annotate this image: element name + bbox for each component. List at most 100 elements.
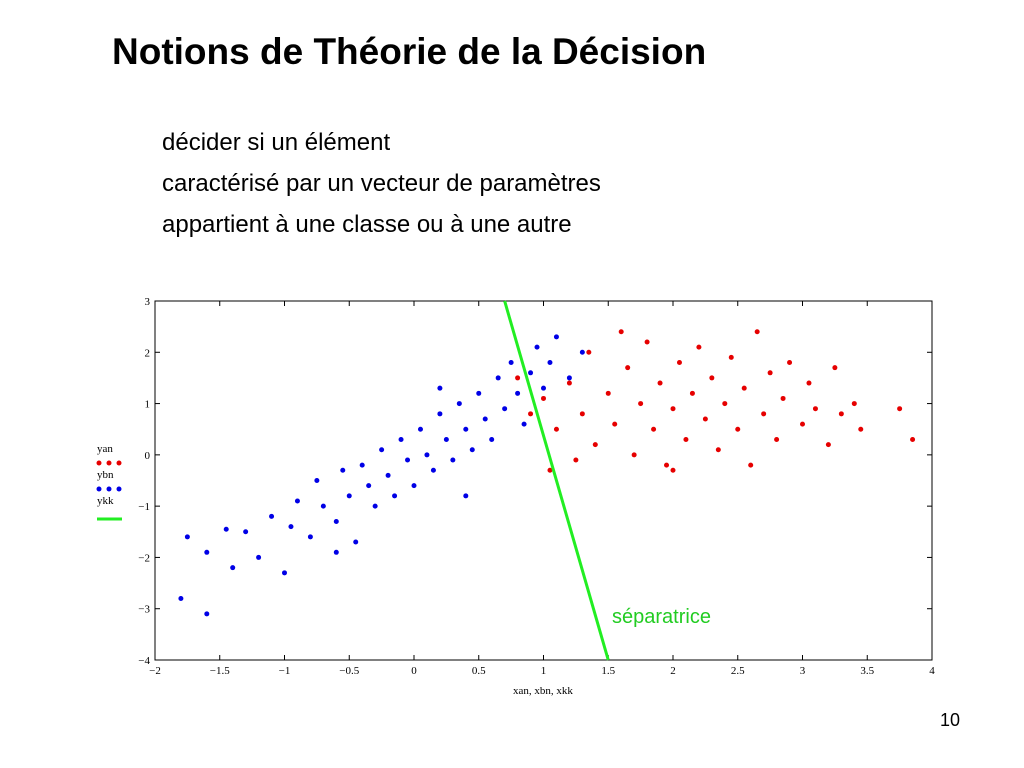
- point: [754, 329, 760, 335]
- legend-swatch: [106, 486, 112, 492]
- x-tick-label: 2.5: [731, 665, 745, 677]
- x-tick-label: 2: [670, 665, 676, 677]
- point: [579, 411, 585, 417]
- point: [450, 457, 456, 463]
- point: [702, 416, 708, 422]
- point: [469, 447, 475, 453]
- x-tick-label: 1.5: [601, 665, 615, 677]
- point: [392, 493, 398, 499]
- point: [230, 565, 236, 571]
- point: [307, 534, 313, 540]
- point: [787, 360, 793, 366]
- legend-swatch: [106, 460, 112, 466]
- point: [832, 365, 838, 371]
- point: [573, 457, 579, 463]
- point: [521, 421, 527, 427]
- point: [385, 472, 391, 478]
- point: [651, 426, 657, 432]
- point: [333, 549, 339, 555]
- point: [689, 390, 695, 396]
- point: [566, 380, 572, 386]
- point: [605, 390, 611, 396]
- legend-label: ykk: [97, 495, 114, 507]
- point: [825, 442, 831, 448]
- point: [256, 554, 262, 560]
- point: [592, 442, 598, 448]
- point: [508, 360, 514, 366]
- point: [515, 390, 521, 396]
- point: [502, 406, 508, 412]
- point: [353, 539, 359, 545]
- point: [715, 447, 721, 453]
- point: [618, 329, 624, 335]
- point: [696, 344, 702, 350]
- x-axis-label: xan, xbn, xkk: [513, 685, 573, 697]
- point: [683, 436, 689, 442]
- point: [534, 344, 540, 350]
- legend-swatch: [116, 486, 122, 492]
- legend-swatch: [116, 460, 122, 466]
- point: [676, 360, 682, 366]
- point: [638, 401, 644, 407]
- point: [204, 611, 210, 617]
- point: [612, 421, 618, 427]
- x-tick-label: 0.5: [472, 665, 486, 677]
- point: [437, 385, 443, 391]
- point: [489, 436, 495, 442]
- point: [528, 411, 534, 417]
- x-tick-label: 1: [541, 665, 547, 677]
- point: [553, 426, 559, 432]
- x-tick-label: −2: [149, 665, 161, 677]
- point: [553, 334, 559, 340]
- x-tick-label: 3: [800, 665, 806, 677]
- legend-label: yan: [97, 443, 113, 455]
- slide-title: Notions de Théorie de la Décision: [112, 31, 706, 72]
- point: [463, 426, 469, 432]
- point: [761, 411, 767, 417]
- point: [528, 370, 534, 376]
- point: [670, 467, 676, 473]
- annotation: séparatrice: [612, 606, 711, 628]
- point: [366, 483, 372, 489]
- point: [463, 493, 469, 499]
- legend-label: ybn: [97, 469, 114, 481]
- y-tick-label: −4: [138, 655, 150, 667]
- point: [178, 595, 184, 601]
- y-tick-label: −3: [138, 604, 150, 616]
- point: [800, 421, 805, 427]
- point: [223, 526, 229, 532]
- y-tick-label: 0: [145, 450, 151, 462]
- point: [670, 406, 676, 412]
- point: [443, 436, 449, 442]
- point: [631, 452, 637, 458]
- point: [184, 534, 190, 540]
- legend-swatch: [96, 486, 102, 492]
- x-tick-label: 4: [929, 665, 935, 677]
- point: [314, 478, 320, 483]
- point: [417, 426, 423, 432]
- x-tick-label: −1: [279, 665, 291, 677]
- x-tick-label: −0.5: [339, 665, 359, 677]
- point: [294, 498, 300, 504]
- point: [741, 385, 747, 391]
- legend-swatch: [96, 460, 102, 466]
- x-tick-label: 3.5: [860, 665, 874, 677]
- point: [482, 416, 488, 422]
- point: [411, 483, 417, 489]
- point: [767, 370, 773, 376]
- point: [456, 401, 462, 407]
- point: [541, 385, 546, 391]
- point: [269, 513, 275, 519]
- point: [405, 457, 411, 463]
- point: [858, 426, 864, 432]
- x-tick-label: −1.5: [210, 665, 230, 677]
- point: [910, 436, 916, 442]
- point: [812, 406, 818, 412]
- point: [851, 401, 857, 407]
- point: [657, 380, 663, 386]
- point: [204, 549, 210, 555]
- x-tick-label: 0: [411, 665, 417, 677]
- point: [566, 375, 572, 381]
